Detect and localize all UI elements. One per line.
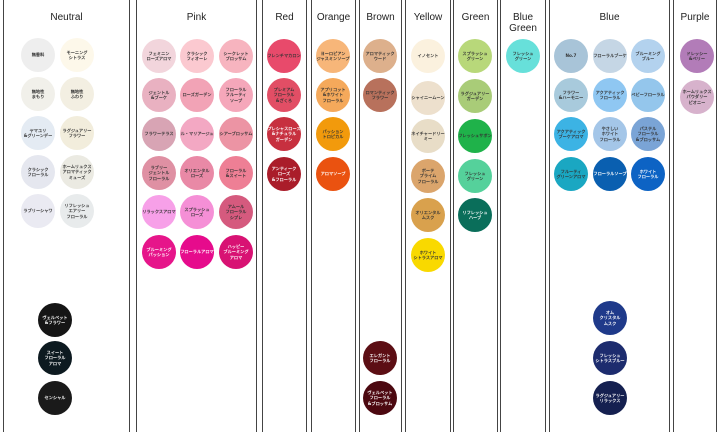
color-swatch-pink[interactable]: フェミニン ローズアロマ xyxy=(142,39,176,73)
color-swatch-red[interactable]: プレミアム フローラル &ざくろ xyxy=(267,78,301,112)
color-swatch-neutral[interactable]: 無地性 ふわり xyxy=(60,77,94,111)
color-swatch-brown[interactable]: ロマンティック フラワー xyxy=(363,78,397,112)
color-swatch-blue[interactable]: ブルーミング ブルー xyxy=(631,39,665,73)
color-swatch-brown[interactable]: エレガント フローラル xyxy=(363,341,397,375)
color-swatch-blue[interactable]: アクアティック ブーケアロマ xyxy=(554,117,588,151)
color-swatch-pink[interactable]: リラックスアロマ xyxy=(142,195,176,229)
color-swatch-pink[interactable]: ジェントル &ブーケ xyxy=(142,78,176,112)
column-title: Pink xyxy=(186,12,207,23)
column-title: Red xyxy=(275,12,294,23)
column-yellow: Yellow xyxy=(405,0,451,432)
color-swatch-blue[interactable]: ラグジュアリー リラックス xyxy=(593,381,627,415)
color-swatch-neutral[interactable]: ラグジュアリー フラワー xyxy=(60,116,94,150)
color-swatch-yellow[interactable]: ホワイト シトラスアロマ xyxy=(411,238,445,272)
color-swatch-orange[interactable]: アプリコット &ホワイト フローラル xyxy=(316,78,350,112)
column-neutral: Neutral xyxy=(3,0,130,432)
color-swatch-green[interactable]: スプラッシュ グリーン xyxy=(458,39,492,73)
color-swatch-brown[interactable]: アロマティック ウード xyxy=(363,39,397,73)
color-swatch-blue[interactable]: フローラルソープ xyxy=(593,157,627,191)
color-swatch-pink[interactable]: フラワーテラス xyxy=(142,117,176,151)
color-swatch-neutral[interactable]: スイート フローラル アロマ xyxy=(38,341,72,375)
color-swatch-blue[interactable]: フレッシュ シトラスブルー xyxy=(593,341,627,375)
color-swatch-purple[interactable]: ホームリュクス パウダリー ピオニー xyxy=(680,80,714,114)
color-swatch-blue[interactable]: フルーティ グリーンアロマ xyxy=(554,157,588,191)
column-title: Orange xyxy=(316,12,351,23)
column-orange: Orange xyxy=(311,0,356,432)
color-swatch-orange[interactable]: アロマソープ xyxy=(316,157,350,191)
color-swatch-pink[interactable]: シアーブロッサム xyxy=(219,117,253,151)
color-swatch-pink[interactable]: クラシック フィオーレ xyxy=(180,39,214,73)
column-title: Brown xyxy=(366,12,395,23)
color-swatch-blue[interactable]: やさしい ホワイト フローラル xyxy=(593,117,627,151)
column-red: Red xyxy=(262,0,307,432)
color-swatch-neutral[interactable]: 無地性 まもり xyxy=(21,77,55,111)
column-purple: Purple xyxy=(673,0,717,432)
column-title: Yellow xyxy=(413,12,443,23)
column-title: Purple xyxy=(680,12,710,23)
color-swatch-pink[interactable]: スプラッシュ ローズ xyxy=(180,195,214,229)
color-swatch-blue[interactable]: No.7 xyxy=(554,39,588,73)
color-swatch-yellow[interactable]: イノセント xyxy=(411,39,445,73)
column-title: Neutral xyxy=(50,12,83,23)
color-swatch-blue[interactable]: ホワイト フローラル xyxy=(631,157,665,191)
color-swatch-yellow[interactable]: ネイチャードリーミー xyxy=(411,119,445,153)
color-swatch-neutral[interactable]: リフレッシュ エアリー フローラル xyxy=(60,194,94,228)
color-swatch-neutral[interactable]: クラシック フローラル xyxy=(21,155,55,189)
column-title: Green xyxy=(461,12,490,23)
column-title: Blue Green xyxy=(509,12,537,34)
color-swatch-green[interactable]: ラグジュアリー ガーデン xyxy=(458,79,492,113)
color-swatch-orange[interactable]: ヨーロピアン ジャスミンソープ xyxy=(316,39,350,73)
color-swatch-green[interactable]: フレッシュ グリーン xyxy=(458,159,492,193)
color-swatch-pink[interactable]: オリエンタル ローズ xyxy=(180,156,214,190)
column-blue: Blue xyxy=(549,0,670,432)
color-swatch-yellow[interactable]: シャイニームーン xyxy=(411,81,445,115)
color-swatch-neutral[interactable]: ヤマユリ &グリーンデー xyxy=(21,116,55,150)
color-swatch-blue[interactable]: フローラルブーケ xyxy=(593,39,627,73)
color-swatch-red[interactable]: アンティーク ローズ &フローラル xyxy=(267,157,301,191)
color-swatch-neutral[interactable]: ヴェルベット &フラワー xyxy=(38,303,72,337)
color-swatch-blue[interactable]: パステル フローラル &ブロッサム xyxy=(631,117,665,151)
color-swatch-purple[interactable]: ドレッシー &ベリー xyxy=(680,39,714,73)
color-swatch-pink[interactable]: フローラル &スイート xyxy=(219,156,253,190)
column-title: Blue xyxy=(599,12,620,23)
color-swatch-blue[interactable]: オム クリスタル ムスク xyxy=(593,301,627,335)
color-swatch-blue[interactable]: ベビーフローラル xyxy=(631,78,665,112)
color-swatch-pink[interactable]: ラブリー ジェントル フローラル xyxy=(142,156,176,190)
color-swatch-pink[interactable]: ハッピー ブルーミング アロマ xyxy=(219,235,253,269)
column-blue-green: Blue Green xyxy=(500,0,546,432)
color-swatch-bluegreen[interactable]: フレッシュ グリーン xyxy=(506,39,540,73)
color-swatch-green[interactable]: リフレッシュ ハーブ xyxy=(458,198,492,232)
color-swatch-pink[interactable]: ブルーミング パッション xyxy=(142,235,176,269)
color-swatch-pink[interactable]: フローラル フルーティ ソープ xyxy=(219,78,253,112)
color-swatch-orange[interactable]: パッション トロピカル xyxy=(316,117,350,151)
color-swatch-blue[interactable]: アクアティック フローラル xyxy=(593,78,627,112)
color-swatch-red[interactable]: プレシャスローズ &ナチュラル ガーデン xyxy=(267,117,301,151)
color-swatch-pink[interactable]: アムール フローラル シプレ xyxy=(219,195,253,229)
column-green: Green xyxy=(453,0,498,432)
column-pink: Pink xyxy=(136,0,257,432)
color-swatch-neutral[interactable]: ホームリュクス アロマティック ミューズ xyxy=(60,155,94,189)
color-swatch-yellow[interactable]: オリエンタル ムスク xyxy=(411,198,445,232)
color-swatch-yellow[interactable]: ボーテ プライム フローラル xyxy=(411,159,445,193)
color-swatch-brown[interactable]: ヴェルベット フローラル &ブロッサム xyxy=(363,381,397,415)
color-swatch-pink[interactable]: シークレット ブロッサム xyxy=(219,39,253,73)
color-swatch-green[interactable]: フレッシュサボン xyxy=(458,119,492,153)
color-swatch-pink[interactable]: ル・マリアージュ xyxy=(180,117,214,151)
color-swatch-blue[interactable]: フラワー &ハーモニー xyxy=(554,78,588,112)
color-swatch-neutral[interactable]: ラブリーシャワ xyxy=(21,194,55,228)
color-swatch-red[interactable]: フレンチマカロン xyxy=(267,39,301,73)
color-swatch-pink[interactable]: ローズガーデン xyxy=(180,78,214,112)
color-swatch-neutral[interactable]: モーニング シトラス xyxy=(60,38,94,72)
color-swatch-neutral[interactable]: 無香料 xyxy=(21,38,55,72)
color-swatch-pink[interactable]: フローラルアロマ xyxy=(180,235,214,269)
color-swatch-neutral[interactable]: センシャル xyxy=(38,381,72,415)
column-brown: Brown xyxy=(359,0,402,432)
